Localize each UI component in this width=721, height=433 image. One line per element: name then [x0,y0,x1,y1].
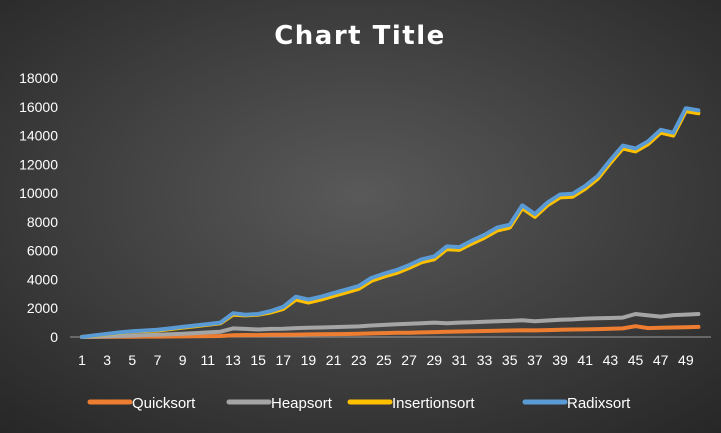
legend-label-heapsort: Heapsort [271,395,333,412]
y-tick-label: 4000 [27,271,58,287]
x-tick-label: 13 [225,352,241,368]
y-tick-label: 12000 [19,156,58,172]
y-tick-label: 6000 [27,243,58,259]
x-tick-label: 1 [78,352,86,368]
x-tick-label: 15 [250,352,266,368]
x-tick-label: 23 [351,352,367,368]
legend: Quicksort Heapsort Insertionsort Radixsort [87,395,631,412]
x-tick-label: 41 [577,352,593,368]
chart-title: Chart Title [274,21,446,51]
x-tick-label: 7 [154,352,162,368]
x-tick-label: 39 [552,352,568,368]
x-tick-label: 11 [201,352,216,368]
series-line-heapsort [80,312,701,339]
x-tick-label: 27 [401,352,417,368]
legend-label-insertionsort: Insertionsort [392,395,475,412]
x-tick-label: 33 [477,352,493,368]
y-tick-label: 8000 [27,214,58,230]
x-tick-label: 19 [301,352,317,368]
legend-label-quicksort: Quicksort [132,395,196,412]
x-tick-label: 47 [653,352,669,368]
y-tick-label: 14000 [19,128,58,144]
y-tick-label: 2000 [27,300,58,316]
x-tick-label: 49 [678,352,694,368]
x-tick-label: 43 [603,352,619,368]
x-tick-label: 25 [376,352,392,368]
y-axis-ticks: 0 2000 4000 6000 8000 10000 12000 14000 16000 180… [19,70,58,345]
series-lines [80,106,701,339]
x-axis-ticks: 1 3 5 7 9 11 13 15 17 19 21 23 25 27 29 31 33 35 37 39 41 43 4… [78,352,694,368]
x-tick-label: 35 [502,352,518,368]
x-tick-label: 45 [628,352,644,368]
legend-label-radixsort: Radixsort [567,395,631,412]
y-tick-label: 18000 [19,70,58,86]
x-tick-label: 31 [452,352,468,368]
x-tick-label: 37 [527,352,543,368]
series-line-radixsort [80,106,701,339]
x-tick-label: 17 [275,352,291,368]
x-tick-label: 9 [179,352,187,368]
y-tick-label: 10000 [19,185,58,201]
y-tick-label: 0 [50,329,58,345]
x-tick-label: 3 [103,352,111,368]
x-tick-label: 5 [128,352,136,368]
y-tick-label: 16000 [19,99,58,115]
series-line-quicksort [80,324,701,339]
x-tick-label: 29 [426,352,442,368]
x-tick-label: 21 [326,352,342,368]
